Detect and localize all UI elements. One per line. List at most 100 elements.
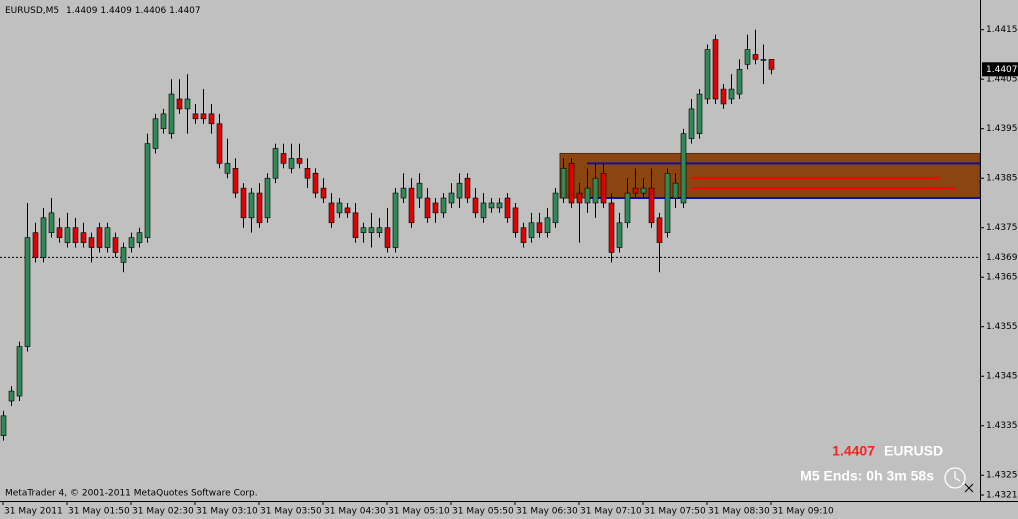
candle-body bbox=[640, 187, 647, 194]
symbol-period: EURUSD,M5 bbox=[5, 6, 59, 16]
supply-zone bbox=[559, 152, 981, 199]
candle-body bbox=[280, 153, 287, 164]
copyright: MetaTrader 4, © 2001-2011 MetaQuotes Sof… bbox=[5, 489, 258, 499]
current-price-box bbox=[982, 62, 1018, 77]
candle-body bbox=[472, 197, 479, 214]
x-tick-label: 31 May 04:30 bbox=[324, 507, 386, 517]
candle-body bbox=[0, 415, 7, 436]
current-price-label: 1.4407 bbox=[986, 65, 1018, 75]
candle-timer: M5 Ends: 0h 3m 58s bbox=[800, 468, 934, 484]
candle-body bbox=[400, 187, 407, 199]
horizontal-line-label: 1.4369 bbox=[986, 253, 1018, 263]
x-tick-label: 31 May 2011 bbox=[4, 507, 63, 517]
x-tick-label: 31 May 08:30 bbox=[708, 507, 770, 517]
candle-body bbox=[504, 197, 511, 219]
candle-body bbox=[224, 163, 231, 174]
candle-body bbox=[768, 59, 775, 70]
candle-body bbox=[456, 182, 463, 199]
candle-body bbox=[40, 217, 47, 258]
candle-body bbox=[144, 143, 151, 238]
candle-body bbox=[64, 227, 71, 243]
candle-body bbox=[536, 222, 543, 233]
chart-header: EURUSD,M5 1.4409 1.4409 1.4406 1.4407 bbox=[5, 6, 201, 16]
candle-body bbox=[32, 232, 39, 258]
candle-body bbox=[448, 192, 455, 204]
candle-body bbox=[120, 247, 127, 263]
candle-body bbox=[8, 390, 15, 402]
candle-body bbox=[176, 98, 183, 110]
candle-body bbox=[368, 227, 375, 233]
candle-body bbox=[240, 187, 247, 219]
candle-body bbox=[752, 54, 759, 60]
candle-body bbox=[152, 118, 159, 149]
header-close: 1.4407 bbox=[169, 6, 201, 16]
candle-body bbox=[328, 202, 335, 224]
candle-body bbox=[688, 108, 695, 139]
candle-body bbox=[568, 163, 575, 204]
candle-body bbox=[80, 232, 87, 243]
x-tick-label: 31 May 07:50 bbox=[644, 507, 706, 517]
info-price: 1.4407 bbox=[832, 443, 875, 459]
candle-body bbox=[592, 177, 599, 204]
candle-body bbox=[200, 113, 207, 120]
candle-body bbox=[216, 123, 223, 164]
candle-body bbox=[168, 93, 175, 134]
candle-body bbox=[664, 172, 671, 233]
candle-body bbox=[632, 187, 639, 194]
candle-body bbox=[384, 227, 391, 248]
candle-body bbox=[392, 192, 399, 248]
close-icon[interactable] bbox=[964, 483, 974, 493]
header-low: 1.4406 bbox=[135, 6, 167, 16]
header-high: 1.4409 bbox=[100, 6, 132, 16]
candle-body bbox=[520, 227, 527, 243]
candle-body bbox=[480, 202, 487, 219]
candle-body bbox=[608, 202, 615, 253]
y-tick-label: 1.4325 bbox=[986, 471, 1018, 481]
y-tick-label: 1.4355 bbox=[986, 322, 1018, 332]
candle-body bbox=[720, 88, 727, 105]
candle-body bbox=[496, 202, 503, 209]
candle-body bbox=[336, 202, 343, 214]
candle-body bbox=[512, 207, 519, 233]
candle-body bbox=[528, 222, 535, 238]
candle-body bbox=[160, 113, 167, 130]
candle-body bbox=[552, 192, 559, 224]
candle-body bbox=[616, 222, 623, 248]
candle-body bbox=[624, 192, 631, 224]
candle-body bbox=[96, 227, 103, 248]
candle-body bbox=[24, 237, 31, 347]
candle-body bbox=[16, 346, 23, 397]
candle-body bbox=[184, 98, 191, 110]
candle-body bbox=[696, 93, 703, 134]
candle-body bbox=[360, 227, 367, 233]
y-tick-label: 1.4365 bbox=[986, 273, 1018, 283]
x-tick-label: 31 May 03:50 bbox=[260, 507, 322, 517]
candle-body bbox=[728, 88, 735, 100]
candle-body bbox=[56, 227, 63, 238]
candle-body bbox=[544, 217, 551, 233]
candle-body bbox=[560, 168, 567, 199]
candle-body bbox=[680, 133, 687, 204]
y-tick-label: 1.4321 bbox=[986, 491, 1018, 501]
candle-body bbox=[136, 232, 143, 243]
y-tick-label: 1.4395 bbox=[986, 124, 1018, 134]
candle-body bbox=[488, 202, 495, 209]
x-tick-label: 31 May 09:10 bbox=[772, 507, 834, 517]
x-tick-label: 31 May 01:50 bbox=[68, 507, 130, 517]
candle-body bbox=[656, 217, 663, 243]
candle-body bbox=[408, 187, 415, 224]
candle-body bbox=[232, 168, 239, 194]
x-tick-label: 31 May 05:10 bbox=[388, 507, 450, 517]
candle-body bbox=[352, 212, 359, 238]
candle-body bbox=[104, 227, 111, 248]
candle-body bbox=[760, 59, 767, 61]
candle-body bbox=[464, 177, 471, 199]
candle-body bbox=[312, 172, 319, 194]
y-tick-label: 1.4375 bbox=[986, 223, 1018, 233]
candle-body bbox=[320, 187, 327, 199]
candle-body bbox=[128, 237, 135, 248]
x-tick-label: 31 May 05:50 bbox=[452, 507, 514, 517]
candle-body bbox=[264, 177, 271, 219]
x-tick-label: 31 May 02:30 bbox=[132, 507, 194, 517]
